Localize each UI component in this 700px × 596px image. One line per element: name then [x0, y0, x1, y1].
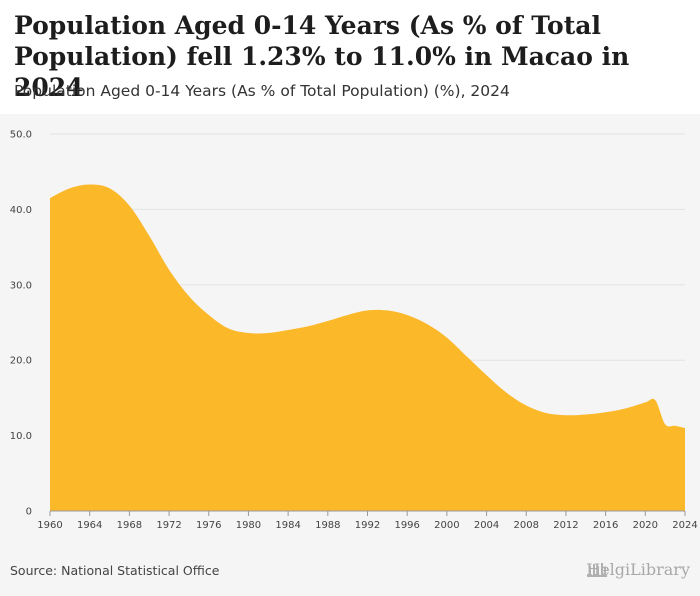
x-tick-label: 1996 [394, 520, 419, 531]
data-point[interactable] [108, 186, 112, 190]
data-point[interactable] [673, 424, 677, 428]
y-tick-label: 30.0 [10, 280, 32, 291]
data-point[interactable] [683, 426, 687, 430]
y-tick-label: 0 [26, 507, 32, 518]
x-tick-label: 2000 [434, 520, 459, 531]
chart-title: Population Aged 0-14 Years (As % of Tota… [14, 11, 630, 102]
data-point[interactable] [68, 186, 72, 190]
data-point[interactable] [465, 354, 469, 358]
x-tick-label: 2004 [474, 520, 499, 531]
brand-logo[interactable]: HelgiLibrary [586, 560, 690, 579]
x-tick-label: 2024 [672, 520, 697, 531]
data-point[interactable] [623, 406, 627, 410]
data-point[interactable] [306, 324, 310, 328]
data-point[interactable] [485, 373, 489, 377]
data-point[interactable] [663, 422, 667, 426]
data-point[interactable] [167, 268, 171, 272]
data-point[interactable] [385, 308, 389, 312]
data-point[interactable] [653, 398, 657, 402]
y-tick-label: 20.0 [10, 356, 32, 367]
data-point[interactable] [445, 336, 449, 340]
x-tick-label: 1968 [117, 520, 142, 531]
data-point[interactable] [326, 319, 330, 323]
y-tick-label: 40.0 [10, 205, 32, 216]
header: Population Aged 0-14 Years (As % of Tota… [0, 0, 700, 114]
data-point[interactable] [246, 331, 250, 335]
data-point[interactable] [504, 391, 508, 395]
data-point[interactable] [366, 308, 370, 312]
data-point[interactable] [207, 313, 211, 317]
x-tick-label: 2016 [593, 520, 618, 531]
data-point[interactable] [643, 400, 647, 404]
data-point[interactable] [48, 196, 52, 200]
data-point[interactable] [524, 403, 528, 407]
x-tick-label: 1992 [355, 520, 380, 531]
area-series-fill [50, 184, 685, 511]
x-tick-label: 1972 [156, 520, 181, 531]
data-point[interactable] [286, 328, 290, 332]
source-note: Source: National Statistical Office [10, 563, 220, 578]
data-point[interactable] [564, 413, 568, 417]
x-tick-label: 1988 [315, 520, 340, 531]
data-point[interactable] [584, 412, 588, 416]
data-point[interactable] [227, 327, 231, 331]
y-tick-label: 10.0 [10, 431, 32, 442]
data-point[interactable] [147, 234, 151, 238]
x-tick-label: 1960 [37, 520, 62, 531]
x-tick-label: 1984 [275, 520, 300, 531]
y-tick-label: 50.0 [10, 130, 32, 141]
data-point[interactable] [88, 183, 92, 187]
x-tick-label: 2012 [553, 520, 578, 531]
x-tick-label: 1980 [236, 520, 261, 531]
data-point[interactable] [405, 313, 409, 317]
data-point[interactable] [544, 411, 548, 415]
chart-subtitle: Population Aged 0-14 Years (As % of Tota… [14, 82, 510, 100]
area-series [48, 183, 687, 511]
x-tick-label: 1964 [77, 520, 102, 531]
x-tick-label: 1976 [196, 520, 221, 531]
brand-name: HelgiLibrary [586, 560, 690, 579]
data-point[interactable] [187, 294, 191, 298]
data-point[interactable] [425, 322, 429, 326]
data-point[interactable] [266, 331, 270, 335]
data-point[interactable] [127, 204, 131, 208]
x-tick-label: 2020 [633, 520, 658, 531]
data-point[interactable] [604, 410, 608, 414]
x-tick-label: 2008 [514, 520, 539, 531]
library-icon [587, 563, 608, 577]
axes: 0 10.0 20.0 30.0 40.0 50.0 1960 1964 1968 1972 197… [10, 130, 698, 532]
data-point[interactable] [346, 313, 350, 317]
